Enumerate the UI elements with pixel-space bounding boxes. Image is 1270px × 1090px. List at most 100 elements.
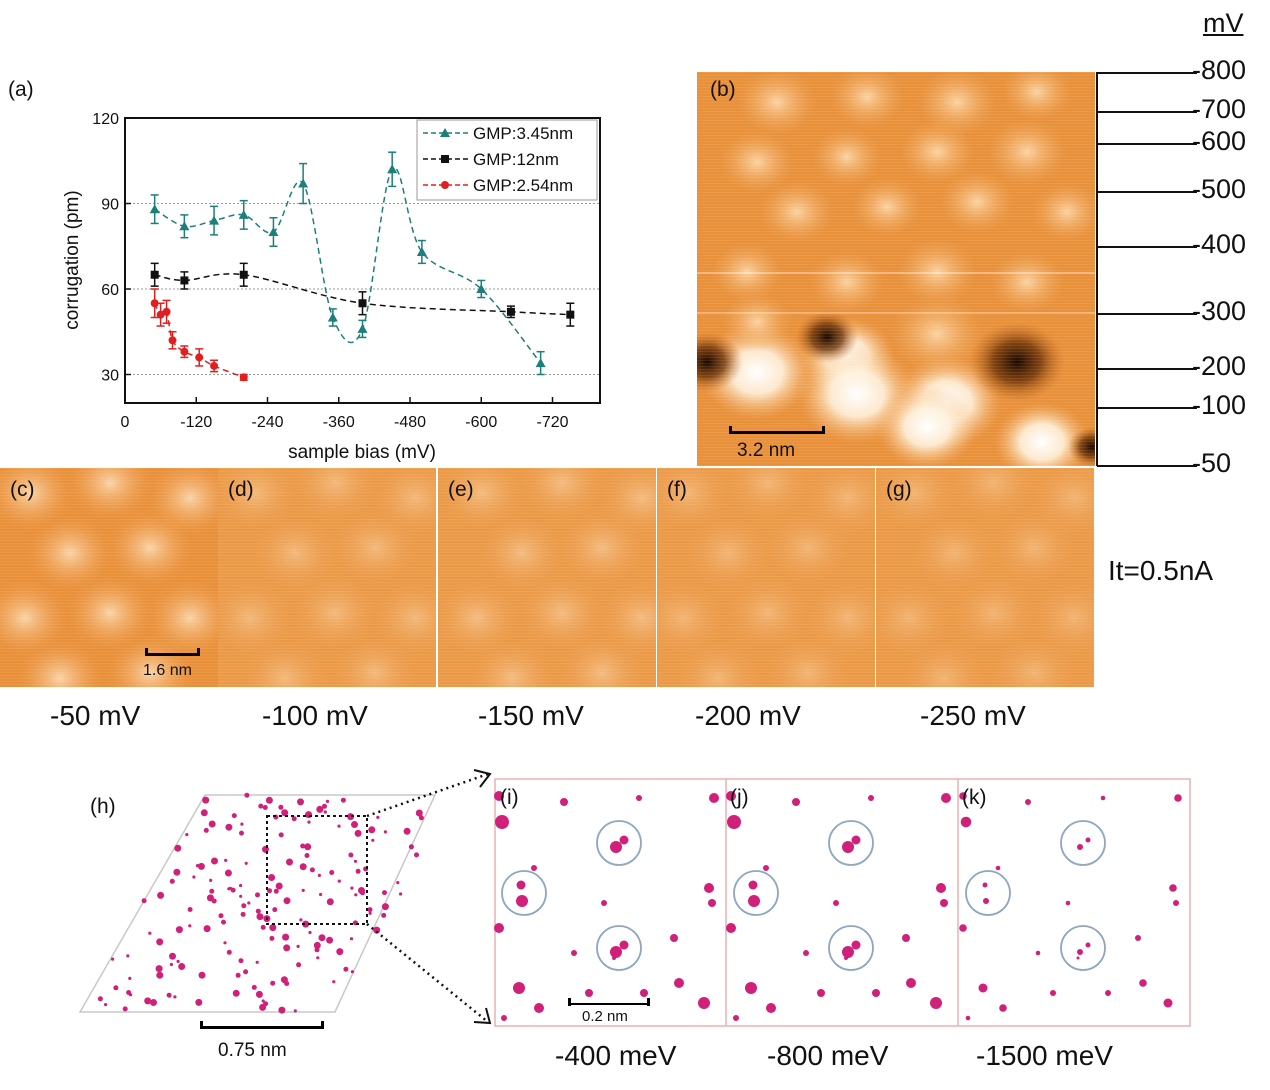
atom bbox=[319, 892, 323, 897]
data-point bbox=[298, 178, 309, 188]
atom bbox=[209, 878, 213, 882]
sim-atom bbox=[619, 835, 629, 845]
atom bbox=[232, 989, 240, 997]
atom bbox=[382, 890, 387, 896]
stm-image-f bbox=[657, 468, 875, 687]
sim-atom bbox=[902, 934, 910, 942]
sim-atom bbox=[936, 883, 946, 893]
atom bbox=[173, 868, 181, 876]
atom bbox=[126, 954, 130, 958]
x-tick-label: -720 bbox=[536, 414, 568, 431]
atom bbox=[258, 803, 264, 809]
sim-atom bbox=[959, 924, 967, 932]
atom bbox=[314, 947, 320, 953]
highlight-circle bbox=[596, 925, 642, 971]
atom bbox=[226, 949, 232, 955]
sim-atom bbox=[842, 946, 854, 958]
sim-atom bbox=[1105, 990, 1111, 996]
atom bbox=[169, 962, 173, 967]
atom bbox=[126, 990, 132, 995]
data-point bbox=[476, 284, 487, 293]
sim-atom bbox=[733, 1015, 739, 1021]
atom bbox=[368, 911, 372, 915]
sim-atom bbox=[982, 882, 988, 888]
data-point bbox=[416, 246, 427, 256]
atom bbox=[156, 971, 164, 979]
atom bbox=[368, 826, 376, 834]
sim-atom bbox=[745, 982, 757, 994]
atom bbox=[269, 935, 275, 941]
bias-tick-line bbox=[1097, 313, 1197, 315]
atom bbox=[225, 823, 233, 831]
atom bbox=[272, 907, 278, 913]
bias-tick-label: -500 bbox=[1192, 174, 1247, 204]
stm-caption: -100 mV bbox=[262, 700, 368, 731]
legend-marker bbox=[440, 128, 450, 137]
atom bbox=[231, 813, 237, 819]
sim-atom bbox=[516, 880, 526, 890]
sim-atom bbox=[708, 899, 716, 907]
atom bbox=[275, 882, 283, 890]
highlight-circle bbox=[965, 870, 1011, 916]
bias-tick-label: -100 bbox=[1192, 390, 1247, 420]
bias-tick-label: -200 bbox=[1192, 351, 1247, 381]
sim-caption: -1500 meV bbox=[976, 1040, 1113, 1071]
atom bbox=[185, 833, 189, 837]
atom bbox=[282, 933, 290, 941]
y-tick-label: 120 bbox=[92, 111, 119, 128]
atom bbox=[286, 858, 293, 866]
highlight-circle bbox=[733, 870, 779, 916]
atom bbox=[283, 897, 291, 905]
atom bbox=[304, 843, 312, 851]
supercell-rhombus bbox=[78, 792, 437, 1014]
units-header: mV bbox=[1203, 8, 1244, 38]
atom bbox=[300, 843, 306, 849]
sim-atom bbox=[610, 946, 622, 958]
sim-atom bbox=[851, 940, 861, 950]
atom bbox=[262, 805, 268, 810]
atom bbox=[221, 919, 226, 925]
atom bbox=[228, 886, 232, 890]
atom bbox=[351, 821, 358, 828]
atom bbox=[415, 809, 423, 817]
atom bbox=[265, 796, 273, 804]
atom bbox=[302, 920, 310, 928]
sim-atom bbox=[704, 883, 714, 893]
atom bbox=[155, 965, 163, 973]
atom bbox=[414, 852, 419, 858]
atom bbox=[224, 869, 232, 877]
data-point bbox=[150, 270, 159, 279]
data-point bbox=[357, 323, 368, 333]
atom bbox=[273, 888, 279, 894]
simulation-panels: (i) (j) (k) bbox=[494, 778, 1191, 1027]
atom bbox=[301, 888, 305, 892]
atom bbox=[281, 809, 289, 817]
atom bbox=[296, 962, 302, 968]
atom bbox=[278, 1006, 286, 1014]
data-point bbox=[239, 270, 248, 279]
bias-tick-line bbox=[1097, 72, 1197, 74]
panel-label-j: (j) bbox=[730, 786, 749, 809]
atom bbox=[235, 972, 241, 978]
sim-atom bbox=[619, 940, 629, 950]
atom bbox=[111, 957, 115, 961]
atom bbox=[218, 913, 224, 919]
highlight-circle bbox=[1060, 820, 1106, 866]
atom bbox=[202, 796, 210, 804]
sim-atom bbox=[1169, 884, 1177, 892]
panel-label-e: (e) bbox=[448, 478, 474, 501]
sim-atom bbox=[501, 1015, 507, 1021]
sim-atom bbox=[1085, 942, 1091, 948]
data-point bbox=[168, 336, 177, 345]
atom bbox=[199, 972, 203, 976]
atom bbox=[241, 903, 247, 909]
atom bbox=[148, 931, 152, 935]
atom bbox=[326, 936, 334, 944]
bias-tick-label: -700 bbox=[1192, 94, 1247, 124]
atom bbox=[403, 827, 411, 835]
scalebar-i-label: 0.2 nm bbox=[582, 1008, 628, 1025]
atom bbox=[353, 859, 358, 863]
atom bbox=[128, 976, 132, 980]
sim-atom bbox=[670, 934, 678, 942]
atom bbox=[150, 999, 157, 1006]
